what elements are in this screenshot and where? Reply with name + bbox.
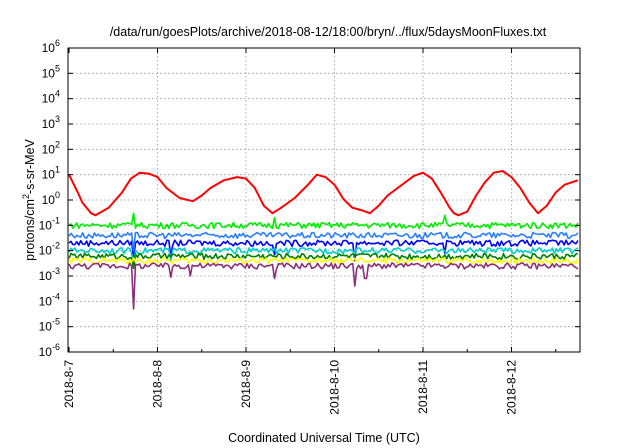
y-tick-exponent: 5 bbox=[55, 63, 60, 73]
y-tick-exponent: -1 bbox=[52, 215, 60, 225]
x-tick-label: 2018-8-8 bbox=[151, 360, 165, 408]
y-tick-base: 10 bbox=[42, 142, 56, 156]
series-line-0 bbox=[68, 170, 579, 217]
y-tick-exponent: 6 bbox=[55, 38, 60, 48]
series-line-5 bbox=[68, 252, 579, 270]
y-tick-label: 10-1 bbox=[39, 215, 60, 232]
y-tick-label: 10-2 bbox=[39, 241, 60, 258]
y-tick-label: 10-3 bbox=[39, 266, 60, 283]
y-tick-label: 100 bbox=[42, 190, 60, 207]
y-axis-label-part1: protons/cm bbox=[23, 199, 37, 261]
series-line-6 bbox=[68, 257, 579, 265]
y-tick-base: 10 bbox=[39, 294, 53, 308]
y-tick-exponent: -5 bbox=[52, 317, 60, 327]
y-tick-exponent: 0 bbox=[55, 190, 60, 200]
y-tick-base: 10 bbox=[39, 218, 53, 232]
x-tick-label: 2018-8-12 bbox=[505, 360, 519, 415]
x-axis: 2018-8-7 2018-8-8 2018-8-9 2018-8-10 2018-8-… bbox=[62, 48, 557, 415]
y-tick-exponent: 4 bbox=[55, 89, 60, 99]
series-line-3 bbox=[68, 231, 579, 252]
series-line-2 bbox=[68, 239, 579, 262]
x-axis-label: Coordinated Universal Time (UTC) bbox=[228, 431, 420, 445]
y-axis: 10-610-510-410-310-210-11001011021031041… bbox=[39, 38, 580, 359]
y-tick-base: 10 bbox=[42, 168, 56, 182]
y-tick-base: 10 bbox=[39, 269, 53, 283]
y-tick-base: 10 bbox=[42, 117, 56, 131]
y-tick-exponent: -3 bbox=[52, 266, 60, 276]
y-tick-base: 10 bbox=[42, 66, 56, 80]
y-tick-label: 10-4 bbox=[39, 291, 60, 308]
y-tick-base: 10 bbox=[42, 92, 56, 106]
y-axis-label: protons/cm2-s-sr-MeV bbox=[21, 138, 37, 260]
y-tick-label: 101 bbox=[42, 165, 60, 182]
chart-title: /data/run/goesPlots/archive/2018-08-12/1… bbox=[110, 25, 547, 39]
x-tick-label: 2018-8-11 bbox=[416, 360, 430, 414]
y-tick-exponent: -2 bbox=[52, 241, 60, 251]
y-axis-label-exponent: 2 bbox=[21, 194, 31, 199]
y-tick-label: 103 bbox=[42, 114, 60, 131]
y-tick-exponent: -4 bbox=[52, 291, 60, 301]
series-line-4 bbox=[68, 247, 579, 265]
y-tick-label: 105 bbox=[42, 63, 60, 80]
y-tick-label: 10-5 bbox=[39, 317, 60, 334]
grid bbox=[68, 48, 580, 352]
x-tick-label: 2018-8-9 bbox=[239, 360, 253, 408]
y-tick-label: 10-6 bbox=[39, 342, 60, 359]
y-tick-base: 10 bbox=[42, 193, 56, 207]
y-tick-base: 10 bbox=[39, 244, 53, 258]
series-line-1 bbox=[68, 212, 579, 230]
y-tick-base: 10 bbox=[39, 345, 53, 359]
x-tick-label: 2018-8-7 bbox=[62, 360, 76, 408]
y-tick-exponent: 1 bbox=[55, 165, 60, 175]
y-tick-exponent: 3 bbox=[55, 114, 60, 124]
x-tick-label: 2018-8-10 bbox=[328, 360, 342, 415]
y-tick-label: 104 bbox=[42, 89, 60, 106]
y-tick-base: 10 bbox=[39, 320, 53, 334]
series-line-7 bbox=[68, 262, 579, 310]
y-tick-base: 10 bbox=[42, 41, 56, 55]
y-axis-label-part2: -s-sr-MeV bbox=[23, 138, 37, 194]
y-tick-label: 102 bbox=[42, 139, 60, 156]
y-tick-exponent: -6 bbox=[52, 342, 60, 352]
series-layer bbox=[68, 170, 579, 310]
y-tick-label: 106 bbox=[42, 38, 60, 55]
y-tick-exponent: 2 bbox=[55, 139, 60, 149]
